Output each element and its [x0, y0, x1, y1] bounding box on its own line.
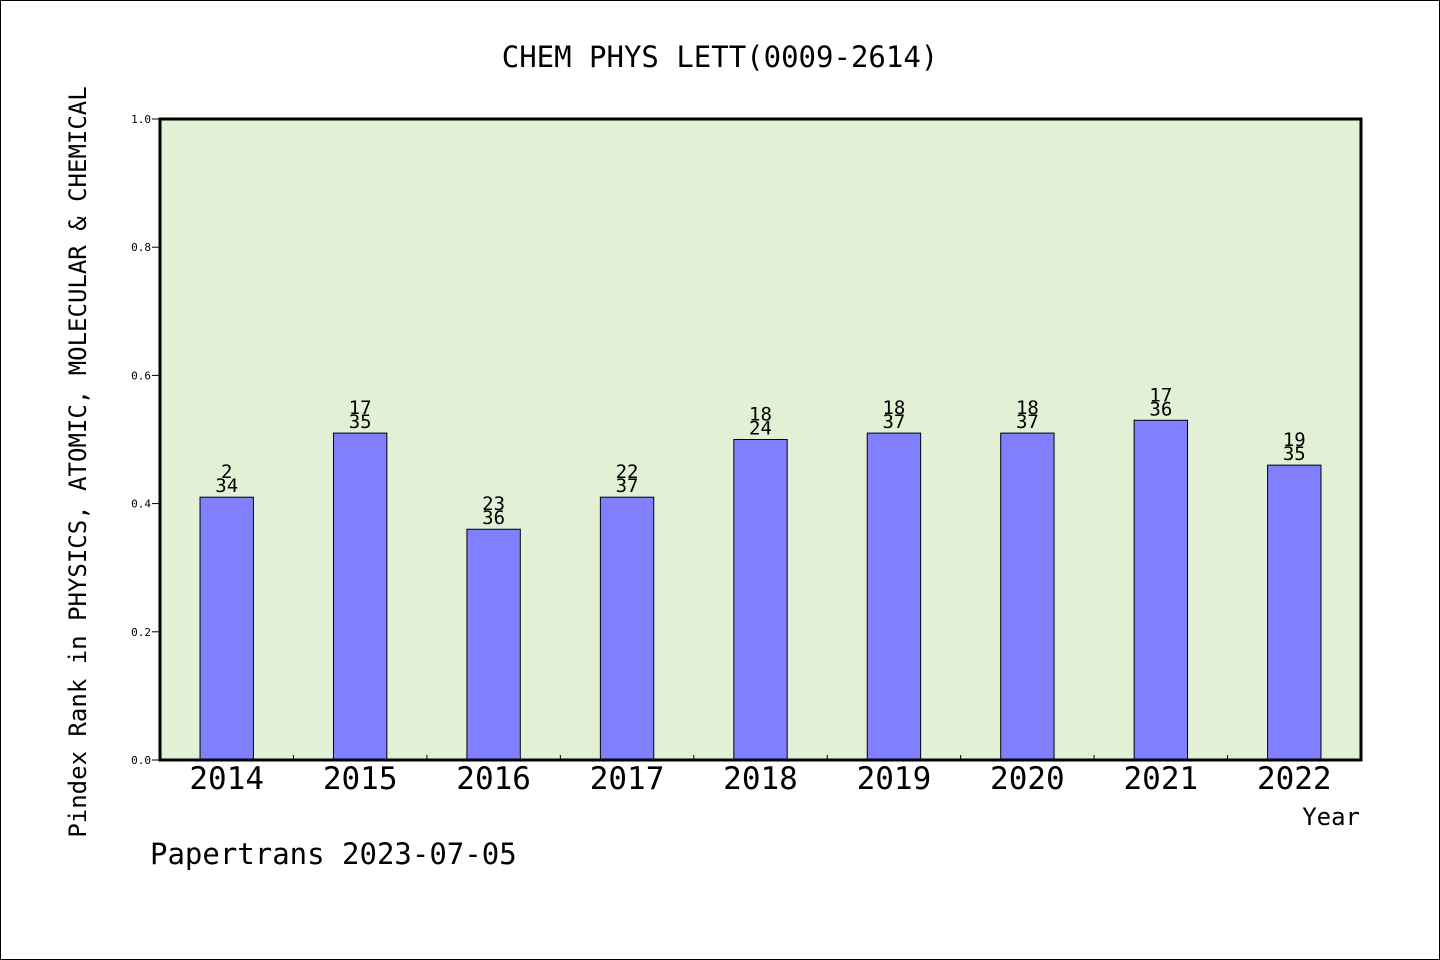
bar-total-label: 37 — [616, 475, 639, 497]
bar — [599, 496, 655, 761]
bar-total-label: 35 — [349, 411, 372, 433]
bar — [466, 528, 521, 761]
bar-total-label: 37 — [882, 411, 905, 433]
bar — [1267, 464, 1322, 761]
bar-total-label: 24 — [749, 418, 772, 440]
bar — [199, 496, 254, 761]
bar-rank-label: 18 — [882, 397, 905, 419]
bar-rank-label: 18 — [749, 404, 772, 426]
bar — [1000, 432, 1055, 761]
bar-total-label: 34 — [215, 475, 238, 497]
bar — [866, 432, 922, 761]
chart-title: CHEM PHYS LETT(0009-2614) — [502, 40, 939, 74]
bar — [733, 439, 788, 761]
bar-rank-label: 23 — [482, 493, 505, 515]
bar-total-label: 35 — [1283, 443, 1306, 465]
x-tick-label: 2017 — [590, 761, 665, 797]
y-tick-label: 0.0 — [131, 754, 151, 767]
x-tick-label: 2014 — [189, 761, 264, 797]
x-axis-label: Year — [1302, 803, 1360, 831]
bar — [1133, 419, 1189, 761]
plot-border — [158, 117, 1363, 762]
footer-credit: Papertrans 2023-07-05 — [150, 837, 517, 871]
bar-rank-label: 17 — [1149, 384, 1172, 406]
y-axis-label: Pindex Rank in PHYSICS, ATOMIC, MOLECULA… — [64, 86, 92, 837]
bar-rank-label: 17 — [349, 397, 372, 419]
y-tick-label: 0.2 — [131, 626, 151, 639]
bar-rank-label: 2 — [221, 461, 232, 483]
bar-rank-label: 19 — [1283, 429, 1306, 451]
x-tick-label: 2019 — [857, 761, 932, 797]
x-tick-label: 2015 — [323, 761, 398, 797]
x-tick-label: 2016 — [456, 761, 531, 797]
y-tick-label: 0.8 — [131, 241, 151, 254]
bar-total-label: 37 — [1016, 411, 1039, 433]
y-axis: 0.0 0.2 0.4 0.6 0.8 1.0 — [131, 113, 160, 767]
x-axis: 2014 2015 2016 2017 2018 2019 2020 2021 2022 — [189, 755, 1332, 797]
bar-total-label: 36 — [1149, 398, 1172, 420]
x-tick-label: 2021 — [1124, 761, 1199, 797]
bar-rank-label: 18 — [1016, 397, 1039, 419]
x-tick-label: 2022 — [1257, 761, 1332, 797]
bar-rank-label: 22 — [616, 461, 639, 483]
x-tick-label: 2018 — [723, 761, 798, 797]
bar — [332, 432, 388, 761]
y-tick-label: 0.4 — [131, 498, 151, 511]
y-tick-label: 1.0 — [131, 113, 151, 126]
x-tick-label: 2020 — [990, 761, 1065, 797]
bar-total-label: 36 — [482, 507, 505, 529]
y-tick-label: 0.6 — [131, 369, 151, 382]
